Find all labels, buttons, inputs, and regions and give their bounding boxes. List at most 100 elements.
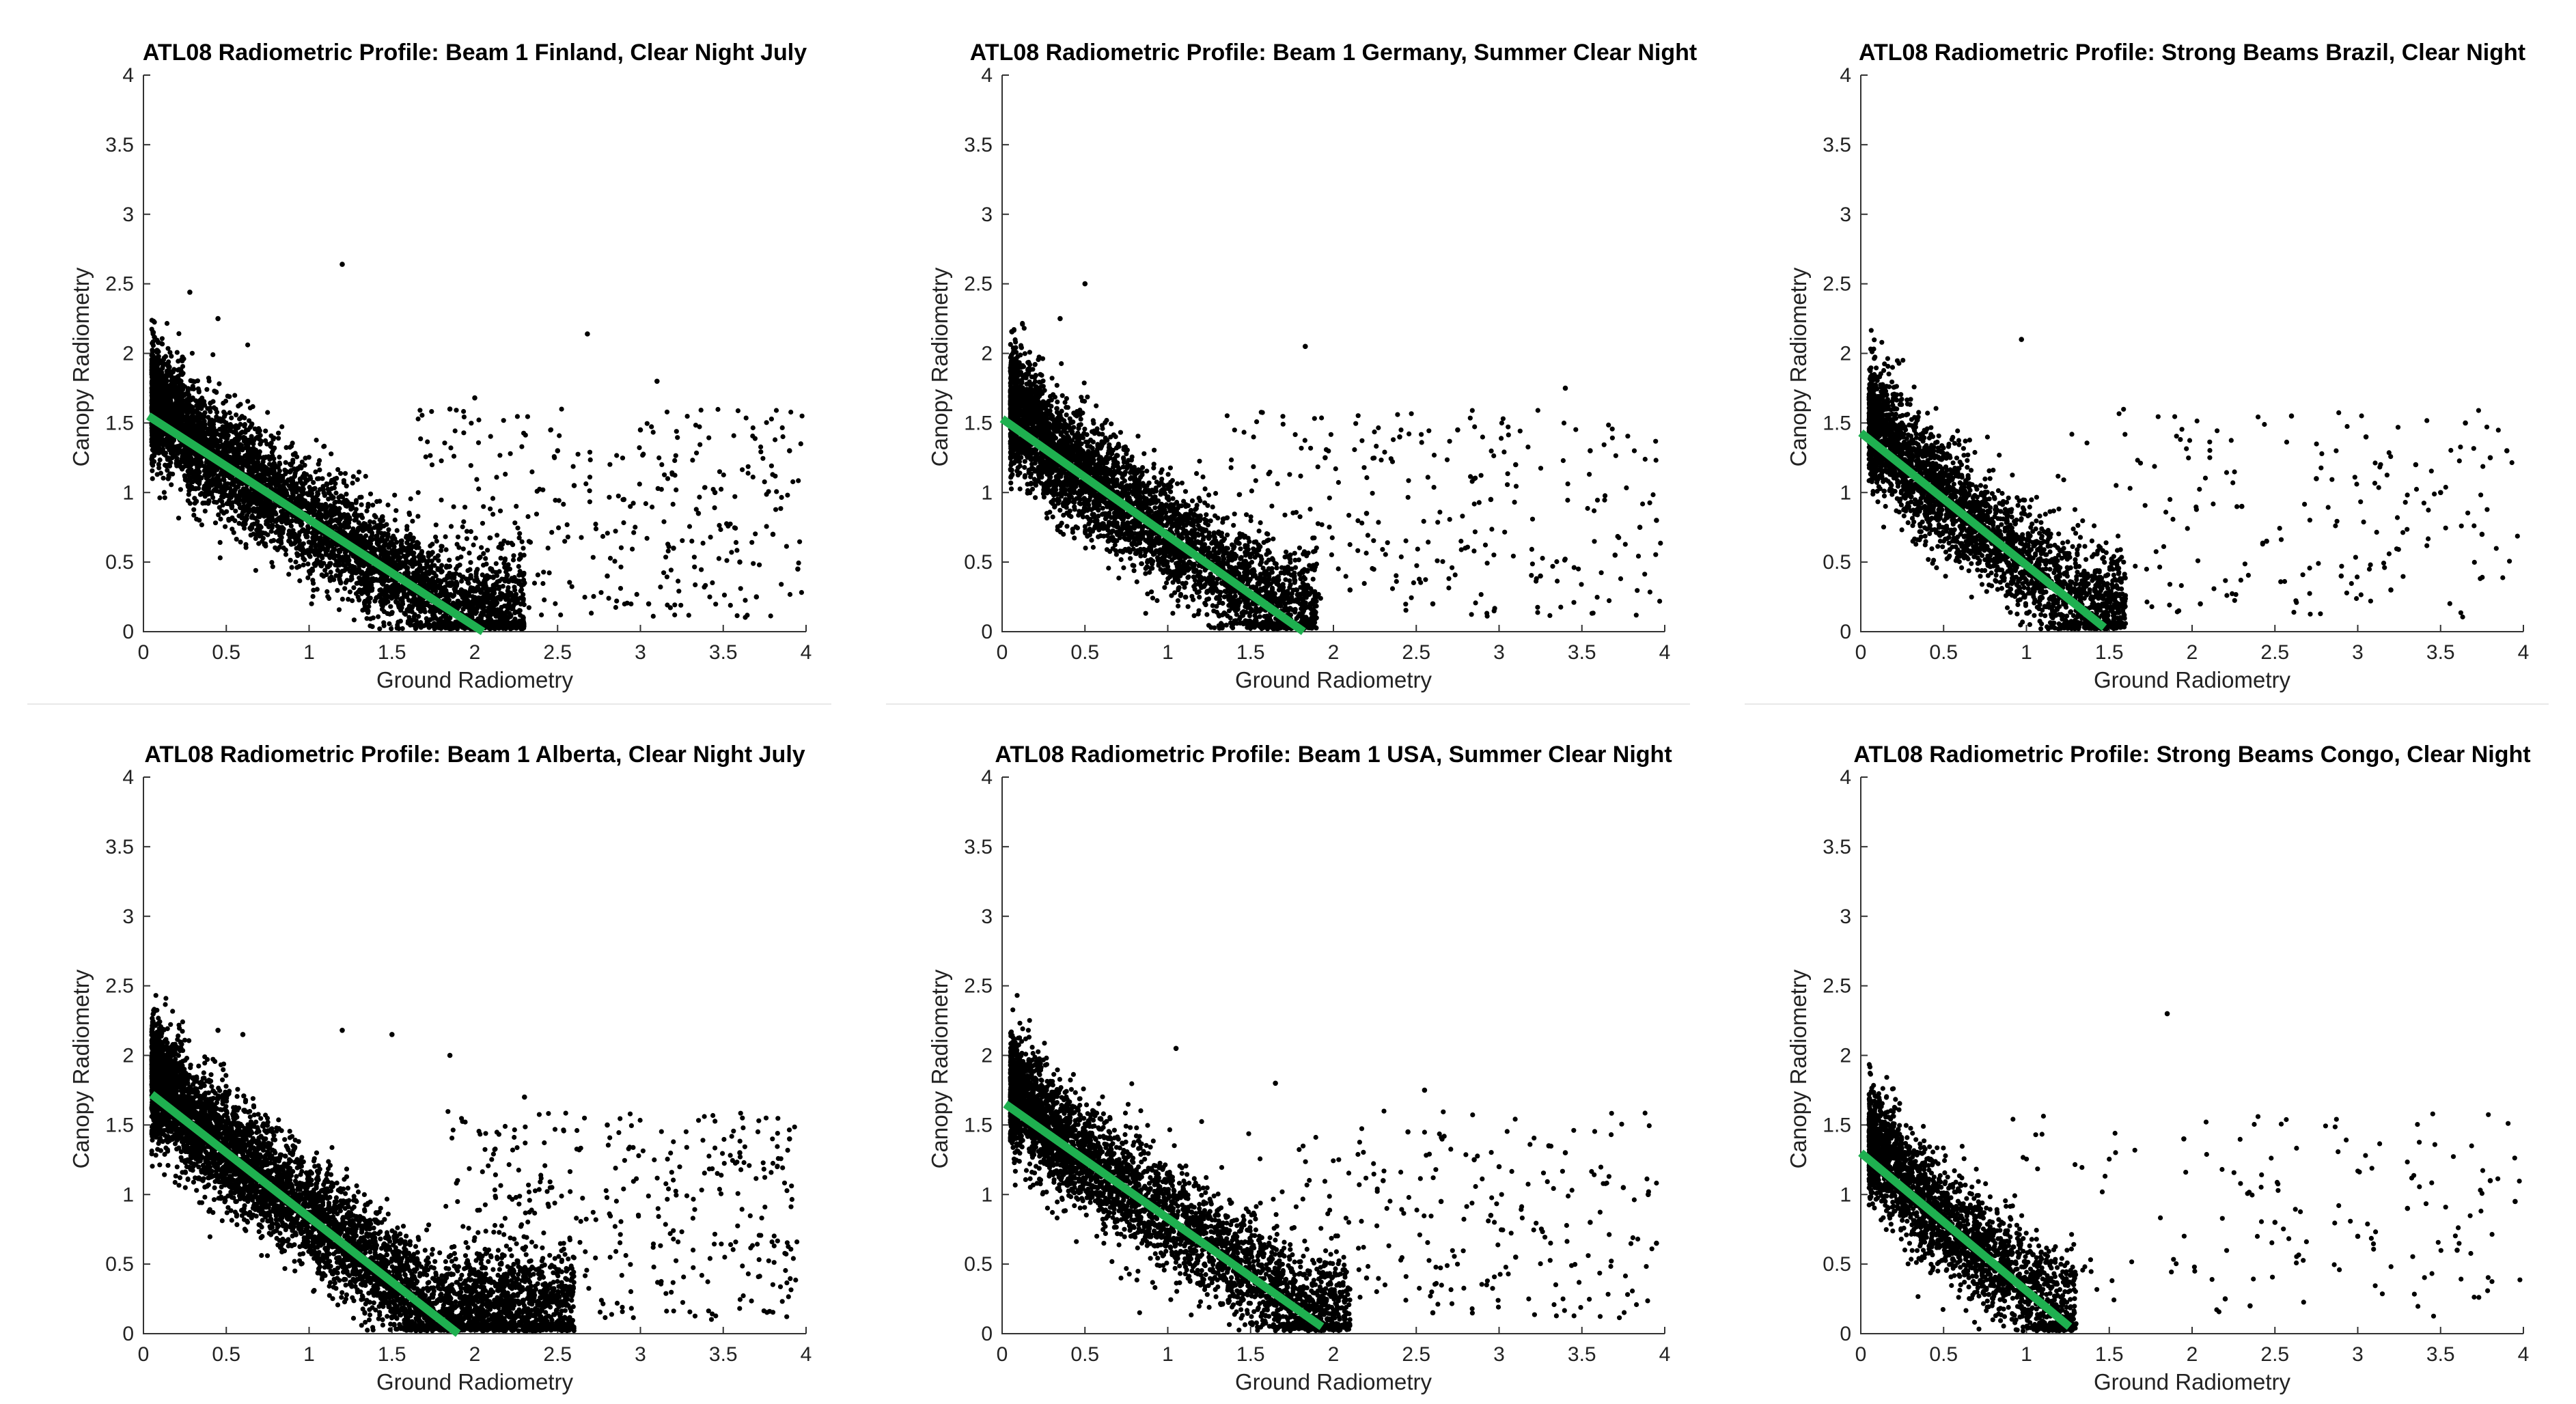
data-point [338,471,344,476]
data-point [363,546,369,551]
data-point [176,331,182,337]
data-point [313,469,318,475]
data-point [321,561,327,566]
data-point [321,490,327,496]
data-point [366,600,372,605]
data-point [418,625,424,630]
data-point [194,473,199,479]
data-point [161,385,167,391]
data-point [314,557,320,563]
data-point [331,542,336,547]
data-point [234,499,240,505]
data-point [306,550,311,556]
data-point [516,608,523,613]
data-point [309,491,315,496]
data-point [186,464,193,470]
data-point [405,559,411,565]
data-point [376,523,382,529]
data-point [385,502,391,508]
data-point [187,501,193,506]
data-point [261,455,266,460]
data-point [250,455,255,461]
data-point [406,511,413,518]
data-point [253,536,258,542]
data-point [394,626,400,631]
data-point [288,462,294,468]
data-point [208,405,213,411]
data-point [432,621,437,626]
data-point [521,552,527,558]
data-point [409,605,415,610]
data-point [180,371,186,376]
data-point [378,572,384,577]
data-point [304,533,309,539]
data-point [325,594,331,600]
data-point [501,603,508,608]
data-point [332,500,337,505]
data-point [281,545,286,551]
data-point [336,499,342,505]
data-point [423,572,428,578]
data-point [393,548,399,554]
data-point [357,598,362,603]
data-point [467,589,473,595]
data-point [264,521,269,526]
data-point [216,476,221,481]
data-point [210,352,216,358]
data-point [301,527,306,533]
data-point [489,566,495,572]
data-point [232,393,238,398]
data-point [234,537,239,542]
data-point [481,551,486,557]
data-point [228,494,234,500]
data-point [324,504,329,510]
data-point [195,478,201,483]
data-point [389,626,394,632]
data-point [204,466,210,472]
y-tick-label: 1.5 [105,412,134,434]
data-point [259,467,264,473]
data-point [225,393,230,399]
data-point [377,517,383,522]
data-point [200,431,206,436]
data-point [217,438,223,444]
data-point [348,507,354,512]
data-point [499,546,504,551]
data-point [178,388,183,393]
data-point [299,522,304,528]
data-point [276,436,281,441]
data-point [515,598,521,603]
data-point [324,589,330,595]
data-point [314,587,320,592]
data-point [402,610,407,616]
data-point [275,547,280,552]
data-point [380,577,386,582]
data-point [167,447,172,453]
data-point [164,368,169,374]
data-point [249,522,255,528]
data-point [350,563,355,570]
data-point [299,552,305,558]
data-point [516,535,522,541]
data-point [508,621,514,626]
x-tick-label: 0 [138,641,150,664]
data-point [408,618,414,623]
data-point [190,395,195,401]
data-point [371,520,377,525]
data-point [287,445,293,450]
data-point [166,475,171,480]
data-point [495,533,500,538]
data-point [245,399,251,404]
data-point [363,473,368,479]
data-point [309,601,314,606]
data-point [435,553,441,559]
data-point [510,604,515,610]
data-point [330,512,335,518]
data-point [214,414,219,420]
data-point [480,572,485,578]
scatter-chart-1: ATL08 Radiometric Profile: Beam 1 Finlan… [68,40,812,692]
data-point [227,426,233,432]
data-point [321,444,327,449]
data-point [353,591,359,596]
data-point [199,435,205,441]
